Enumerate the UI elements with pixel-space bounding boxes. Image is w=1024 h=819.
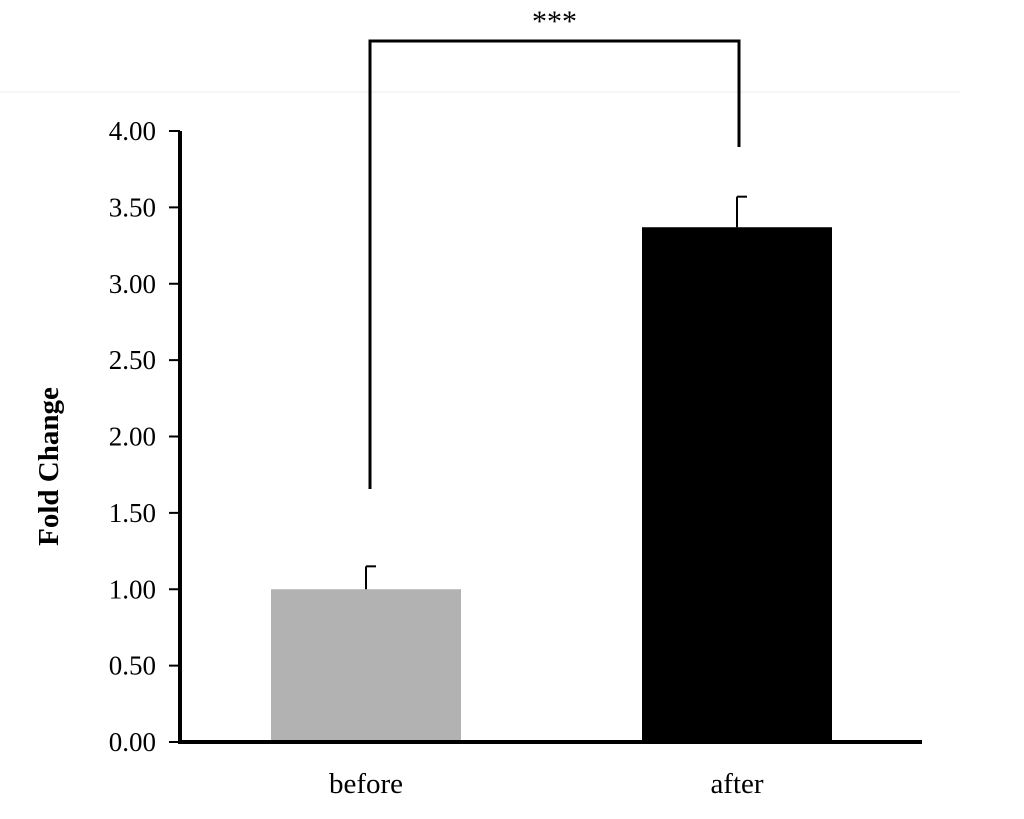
bar-before	[271, 589, 461, 742]
y-tick-label: 2.50	[109, 345, 156, 375]
y-ticks-group: 0.00 0.50 1.00 1.50 2.00 2.50 3.00 3.50 4.00	[109, 116, 180, 757]
error-bars-group	[365, 195, 747, 590]
x-category-label: after	[710, 768, 763, 800]
bar-after	[642, 227, 832, 743]
y-tick-label: 0.50	[109, 651, 156, 681]
y-tick-label: 4.00	[109, 116, 156, 146]
y-axis-title: Fold Change	[33, 387, 65, 546]
y-tick-label: 2.00	[109, 422, 156, 452]
y-tick-label: 0.00	[109, 727, 156, 757]
significance-bracket: ***	[368, 5, 741, 489]
bars-group	[271, 227, 832, 743]
significance-bracket-line	[368, 39, 741, 489]
x-labels-group: before after	[329, 768, 764, 800]
x-category-label: before	[329, 768, 403, 800]
y-tick-label: 3.50	[109, 192, 156, 222]
significance-label: ***	[532, 5, 577, 38]
y-tick-label: 1.00	[109, 574, 156, 604]
y-tick-label: 3.00	[109, 269, 156, 299]
y-tick-label: 1.50	[109, 498, 156, 528]
